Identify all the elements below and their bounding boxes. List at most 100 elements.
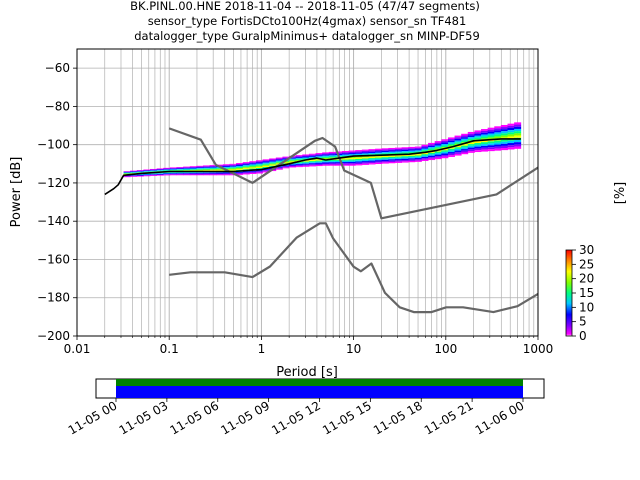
density-cell	[447, 142, 455, 144]
density-cell	[441, 150, 449, 152]
density-cell	[467, 145, 475, 148]
density-cell	[315, 159, 323, 161]
density-cell	[216, 173, 224, 175]
density-cell	[328, 151, 336, 154]
density-cell	[335, 152, 343, 154]
density-cell	[209, 169, 217, 171]
density-cell	[236, 167, 244, 169]
density-cell	[275, 161, 283, 163]
density-cell	[414, 155, 422, 157]
density-cell	[169, 168, 177, 170]
density-cell	[302, 160, 310, 162]
density-cell	[408, 154, 416, 156]
time-tick-label: 11-05 06	[168, 398, 222, 437]
density-cell	[269, 159, 277, 161]
density-cell	[381, 153, 389, 155]
density-cell	[375, 162, 383, 165]
density-cell	[388, 147, 396, 150]
density-cell	[342, 160, 350, 163]
density-cell	[421, 144, 429, 147]
density-cell	[130, 172, 138, 173]
density-cell	[302, 161, 310, 163]
density-cell	[315, 164, 323, 167]
density-cell	[441, 143, 449, 146]
density-cell	[375, 158, 383, 161]
density-cell	[209, 172, 217, 174]
density-cell	[467, 149, 475, 152]
density-cell	[428, 147, 436, 149]
density-cell	[189, 169, 197, 171]
chart-title: BK.PINL.00.HNE 2018-11-04 -- 2018-11-05 …	[130, 0, 480, 43]
density-cell	[421, 150, 429, 152]
density-cell	[454, 138, 462, 141]
density-cell	[282, 162, 290, 164]
x-tick-label: 100	[434, 342, 457, 356]
density-cell	[229, 167, 237, 169]
x-axis-ticks: 0.01 0.1 1 10 100 1000	[64, 336, 553, 356]
density-cell	[262, 165, 270, 167]
density-cell	[156, 169, 164, 170]
density-cell	[348, 164, 356, 166]
density-cell	[236, 173, 244, 175]
density-cell	[123, 172, 131, 174]
density-cell	[196, 173, 204, 175]
y-tick-label: −180	[37, 291, 70, 305]
time-tick-label: 11-05 18	[371, 398, 425, 437]
time-tick-label: 11-05 12	[269, 398, 323, 437]
density-cell	[156, 175, 164, 176]
y-axis-label: Power [dB]	[9, 157, 24, 228]
density-cell	[203, 165, 211, 167]
density-cell	[487, 129, 495, 132]
density-cell	[381, 155, 389, 158]
density-cell	[414, 154, 422, 156]
density-cell	[255, 172, 263, 174]
density-cell	[368, 161, 376, 164]
density-cell	[189, 173, 197, 174]
density-cell	[203, 172, 211, 174]
density-cell	[269, 161, 277, 163]
density-cell	[447, 153, 455, 156]
density-cell	[348, 151, 356, 154]
density-cell	[348, 156, 356, 159]
density-cell	[481, 129, 489, 131]
density-cell	[143, 169, 151, 171]
density-cell	[335, 164, 343, 166]
density-cell	[302, 162, 310, 164]
density-cell	[474, 150, 482, 153]
density-cell	[176, 174, 184, 176]
density-cell	[123, 173, 131, 174]
density-cell	[183, 172, 191, 174]
density-cell	[461, 143, 469, 146]
coverage-data-strip	[116, 386, 523, 398]
density-cell	[428, 155, 436, 158]
high-noise-model-line	[168, 127, 539, 220]
density-cell	[196, 165, 204, 167]
density-cell	[394, 161, 402, 163]
density-cell	[342, 158, 350, 160]
density-cell	[434, 145, 442, 148]
density-cell	[242, 172, 250, 174]
density-cell	[388, 151, 396, 154]
density-cell	[494, 148, 502, 151]
density-cell	[183, 173, 191, 174]
x-tick-label: 0.01	[64, 342, 91, 356]
density-cell	[176, 167, 184, 169]
density-cell	[388, 153, 396, 155]
density-cell	[249, 172, 257, 174]
density-cell	[282, 167, 290, 169]
density-cell	[467, 151, 475, 153]
density-cell	[289, 160, 297, 162]
density-cell	[335, 151, 343, 153]
density-cell	[408, 159, 416, 161]
density-cell	[514, 122, 522, 125]
density-cell	[156, 168, 164, 170]
density-cell	[421, 146, 429, 148]
density-cell	[255, 170, 263, 172]
density-cell	[355, 156, 363, 158]
time-tick-label: 11-05 03	[117, 398, 171, 437]
density-cell	[189, 167, 197, 169]
density-cell	[143, 171, 151, 172]
density-cell	[361, 157, 369, 159]
density-cell	[255, 164, 263, 166]
